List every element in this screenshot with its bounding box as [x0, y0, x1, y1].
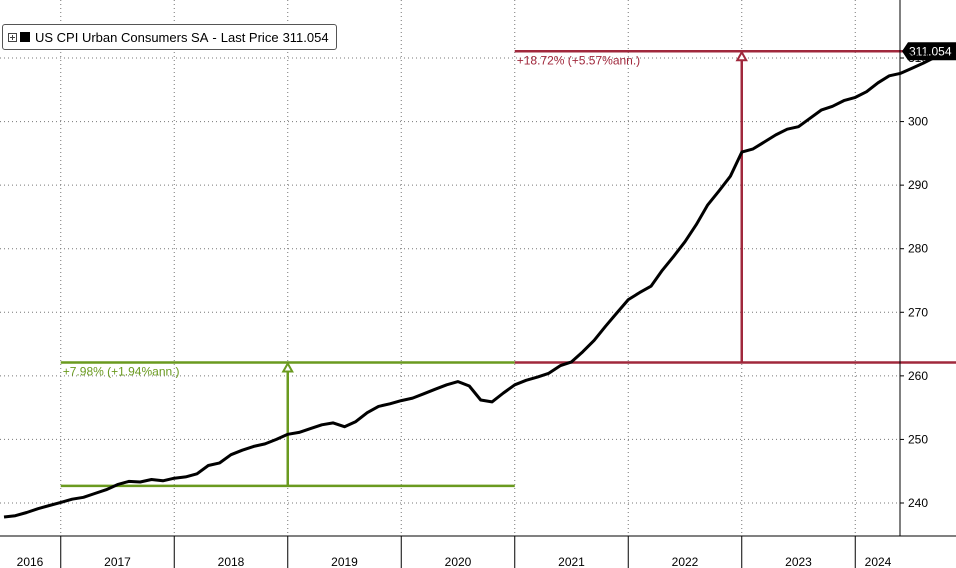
y-tick-label: 260 [908, 369, 928, 383]
price-tag-label: 311.054 [909, 44, 952, 58]
x-tick-label: 2023 [785, 555, 812, 568]
annotation-1: +7.98% (+1.94%ann.) [60, 361, 515, 488]
legend-toggle-icon[interactable] [8, 32, 17, 42]
series-line [3, 49, 951, 519]
y-tick-label: 290 [908, 178, 928, 192]
annotation-label: +18.72% (+5.57%ann.) [517, 53, 640, 67]
y-tick-label: 280 [908, 242, 928, 256]
change-annotations: +7.98% (+1.94%ann.) +18.72% (+5.57%ann.) [60, 50, 956, 488]
annotation-2: +18.72% (+5.57%ann.) [514, 50, 956, 364]
grid-lines [0, 0, 900, 536]
legend-separator: - [212, 29, 217, 45]
legend-series-name: US CPI Urban Consumers SA [35, 29, 209, 45]
price-tag-box [902, 42, 956, 61]
legend-swatch [20, 32, 30, 42]
x-tick-label: 2020 [445, 555, 472, 568]
x-tick-label: 2016 [17, 555, 44, 568]
x-tick-label: 2018 [218, 555, 245, 568]
x-tick-label: 2024 [865, 555, 892, 568]
y-tick-label: 270 [908, 305, 928, 319]
series-lines [3, 49, 951, 519]
y-tick-label: 310 [908, 51, 928, 65]
last-price-tag: 311.054 [902, 42, 956, 61]
annotation-arrow-head [735, 50, 748, 62]
annotation-label: +7.98% (+1.94%ann.) [63, 365, 180, 379]
y-tick-label: 250 [908, 432, 928, 446]
x-tick-label: 2021 [558, 555, 585, 568]
chart-legend[interactable]: US CPI Urban Consumers SA - Last Price 3… [2, 24, 337, 50]
legend-price-value: 311.054 [282, 29, 329, 45]
annotation-arrow-head [281, 361, 294, 373]
x-tick-label: 2019 [331, 555, 358, 568]
x-tick-label: 2017 [104, 555, 131, 568]
legend-price-label: Last Price [220, 29, 279, 45]
x-tick-label: 2022 [672, 555, 699, 568]
y-tick-label: 300 [908, 115, 928, 129]
y-tick-label: 240 [908, 496, 928, 510]
